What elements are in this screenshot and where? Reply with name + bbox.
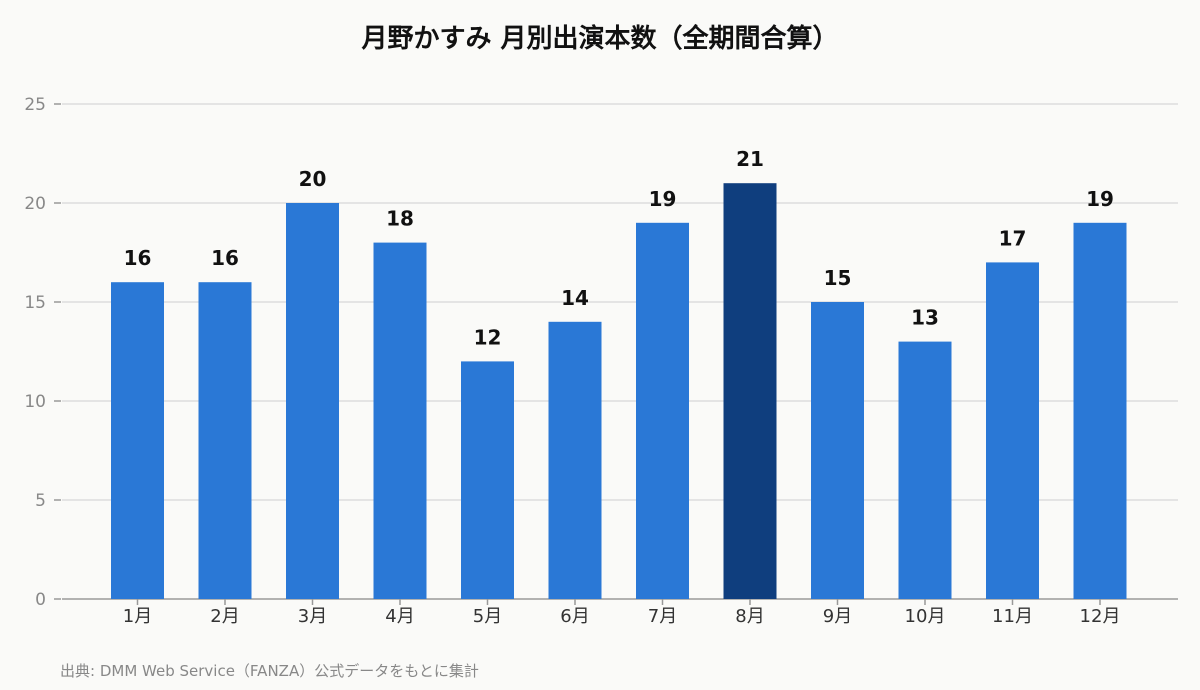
data-label: 16 <box>211 246 239 270</box>
bar <box>898 341 952 599</box>
bar <box>373 242 427 599</box>
x-tick-label: 10月 <box>905 606 946 627</box>
x-tick-label: 12月 <box>1080 606 1121 627</box>
x-tick-label: 4月 <box>385 606 414 627</box>
data-label: 17 <box>999 226 1027 250</box>
y-tick-label: 0 <box>35 590 46 610</box>
bar <box>548 321 602 599</box>
y-tick-label: 20 <box>24 194 46 214</box>
bar <box>723 183 777 599</box>
data-label: 18 <box>386 207 414 231</box>
x-tick-label: 1月 <box>123 606 152 627</box>
data-label: 19 <box>649 187 677 211</box>
y-tick-label: 15 <box>24 293 46 313</box>
x-tick-label: 8月 <box>735 606 764 627</box>
data-label: 21 <box>736 147 764 171</box>
data-label: 15 <box>824 266 852 290</box>
bar <box>198 282 252 599</box>
y-tick-label: 5 <box>35 491 46 511</box>
x-tick-label: 2月 <box>210 606 239 627</box>
y-tick-label: 25 <box>24 95 46 115</box>
bar <box>111 282 164 599</box>
data-label: 19 <box>1086 187 1114 211</box>
data-label: 16 <box>124 246 152 270</box>
bar <box>461 361 514 599</box>
bar <box>286 203 339 599</box>
x-tick-label: 3月 <box>298 606 327 627</box>
x-tick-label: 5月 <box>473 606 502 627</box>
x-tick-label: 11月 <box>992 606 1033 627</box>
bar <box>636 222 689 600</box>
x-tick-label: 9月 <box>823 606 852 627</box>
x-tick-label: 6月 <box>560 606 589 627</box>
data-label: 13 <box>911 306 939 330</box>
bar <box>1073 222 1127 600</box>
data-label: 12 <box>474 325 502 349</box>
x-tick-label: 7月 <box>648 606 677 627</box>
chart-title: 月野かすみ 月別出演本数（全期間合算） <box>361 24 839 54</box>
data-label: 20 <box>299 167 327 191</box>
source-note: 出典: DMM Web Service（FANZA）公式データをもとに集計 <box>60 662 479 680</box>
bar <box>986 262 1039 599</box>
data-label: 14 <box>561 286 589 310</box>
bar <box>811 302 864 599</box>
y-tick-label: 10 <box>24 392 46 412</box>
